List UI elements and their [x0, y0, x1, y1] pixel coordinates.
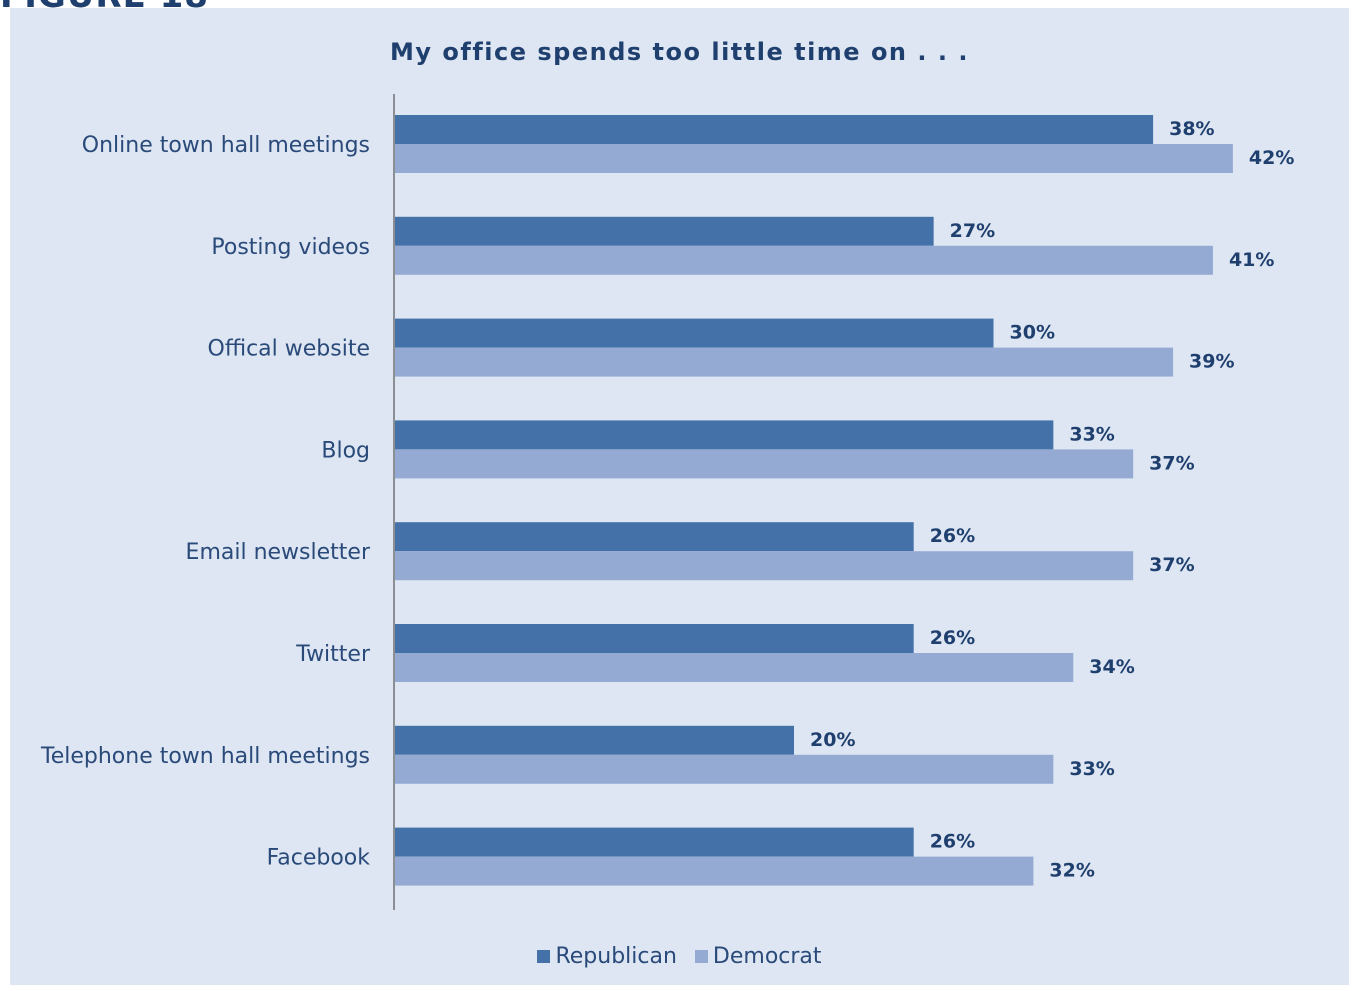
bar-republican-online-town-hall-meetings	[395, 115, 1154, 144]
category-label-email-newsletter: Email newsletter	[186, 540, 371, 565]
value-label-democrat-online-town-hall-meetings: 42%	[1249, 147, 1294, 169]
value-label-democrat-twitter: 34%	[1089, 656, 1134, 678]
bar-chart: Online town hall meetings 38% 42% Posting v…	[40, 94, 1294, 910]
bar-republican-twitter	[395, 624, 914, 653]
chart-title: My office spends too little time on . . …	[390, 38, 969, 66]
value-label-republican-telephone-town-hall-meetings: 20%	[810, 729, 855, 751]
value-label-democrat-facebook: 32%	[1049, 860, 1094, 882]
bar-republican-posting-videos	[395, 216, 934, 246]
value-label-democrat-posting-videos: 41%	[1229, 249, 1274, 271]
bar-democrat-offical-website	[395, 347, 1174, 377]
value-label-democrat-blog: 37%	[1149, 452, 1194, 474]
bar-republican-telephone-town-hall-meetings	[395, 725, 794, 755]
bar-republican-blog	[395, 420, 1054, 450]
value-label-republican-offical-website: 30%	[1010, 322, 1055, 344]
bar-democrat-email-newsletter	[395, 551, 1134, 581]
bar-republican-facebook	[395, 827, 914, 857]
value-label-democrat-email-newsletter: 37%	[1149, 554, 1194, 576]
category-label-offical-website: Offical website	[208, 337, 371, 362]
category-label-blog: Blog	[321, 438, 370, 463]
category-label-posting-videos: Posting videos	[211, 235, 370, 260]
bar-democrat-facebook	[395, 856, 1034, 886]
legend-swatch-democrat	[694, 950, 708, 963]
legend: Republican Democrat	[10, 944, 1349, 969]
category-label-twitter: Twitter	[295, 642, 371, 667]
value-label-republican-email-newsletter: 26%	[930, 525, 975, 547]
legend-label-republican: Republican	[555, 944, 677, 969]
legend-label-democrat: Democrat	[712, 944, 822, 969]
value-label-republican-blog: 33%	[1069, 423, 1114, 445]
bar-democrat-telephone-town-hall-meetings	[395, 754, 1054, 784]
value-label-republican-twitter: 26%	[930, 627, 975, 649]
bar-republican-email-newsletter	[395, 522, 914, 552]
category-label-facebook: Facebook	[267, 846, 371, 871]
bar-democrat-online-town-hall-meetings	[395, 144, 1233, 173]
legend-item-republican: Republican	[537, 944, 677, 969]
category-label-telephone-town-hall-meetings: Telephone town hall meetings	[40, 744, 370, 769]
category-label-online-town-hall-meetings: Online town hall meetings	[82, 133, 370, 158]
legend-item-democrat: Democrat	[694, 944, 822, 969]
chart-panel: My office spends too little time on . . …	[10, 8, 1349, 985]
value-label-democrat-offical-website: 39%	[1189, 351, 1234, 373]
bar-democrat-posting-videos	[395, 245, 1213, 275]
bar-republican-offical-website	[395, 318, 994, 348]
value-label-republican-facebook: 26%	[930, 831, 975, 853]
legend-swatch-republican	[537, 950, 551, 963]
value-label-republican-posting-videos: 27%	[950, 220, 995, 242]
value-label-republican-online-town-hall-meetings: 38%	[1169, 118, 1214, 140]
bar-democrat-blog	[395, 449, 1134, 479]
value-label-democrat-telephone-town-hall-meetings: 33%	[1069, 758, 1114, 780]
bar-democrat-twitter	[395, 653, 1074, 682]
